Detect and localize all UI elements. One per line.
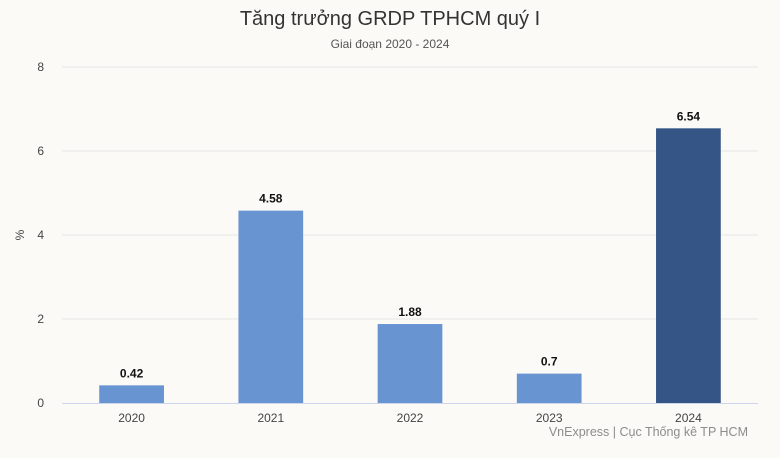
chart-subtitle: Giai đoạn 2020 - 2024 <box>330 37 450 51</box>
data-label: 0.7 <box>541 355 558 369</box>
data-label: 4.58 <box>259 192 283 206</box>
y-tick-label: 8 <box>37 60 44 74</box>
bar <box>656 128 721 403</box>
x-tick-label: 2020 <box>118 411 145 425</box>
x-tick-label: 2021 <box>257 411 284 425</box>
y-tick-label: 2 <box>37 312 44 326</box>
x-tick-label: 2024 <box>675 411 702 425</box>
data-label: 1.88 <box>398 305 422 319</box>
chart-title: Tăng trưởng GRDP TPHCM quý I <box>239 8 541 30</box>
bar <box>516 373 582 403</box>
chart-credits: VnExpress | Cục Thống kê TP HCM <box>548 425 748 439</box>
y-tick-label: 6 <box>37 144 44 158</box>
bar <box>99 385 164 403</box>
y-axis-label: % <box>13 229 27 240</box>
data-label: 6.54 <box>677 109 701 123</box>
x-tick-label: 2022 <box>397 411 424 425</box>
bar <box>377 324 443 403</box>
bar <box>238 210 304 403</box>
y-tick-label: 0 <box>37 396 44 410</box>
data-label: 0.42 <box>120 366 144 380</box>
x-tick-label: 2023 <box>536 411 563 425</box>
y-tick-label: 4 <box>37 228 44 242</box>
